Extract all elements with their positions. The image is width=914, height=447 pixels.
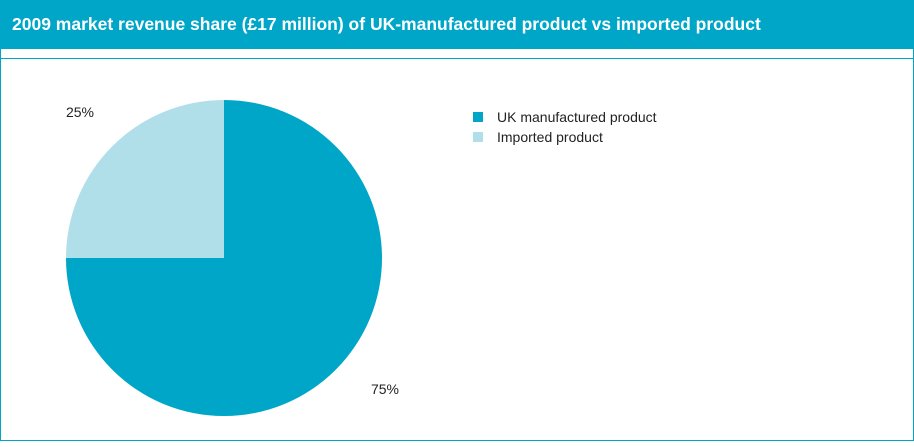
legend-item-uk-manufactured: UK manufactured product [473,107,657,127]
frame-divider [0,58,914,59]
legend-item-imported: Imported product [473,127,657,147]
slice-label-uk-manufactured: 75% [371,381,399,397]
legend-swatch-imported [473,132,483,142]
legend: UK manufactured product Imported product [473,107,657,147]
legend-label-uk-manufactured: UK manufactured product [497,109,657,125]
legend-swatch-uk-manufactured [473,112,483,122]
slice-label-imported: 25% [66,104,94,120]
pie-slice-imported [66,100,224,258]
legend-label-imported: Imported product [497,129,603,145]
chart-title: 2009 market revenue share (£17 million) … [0,0,914,49]
